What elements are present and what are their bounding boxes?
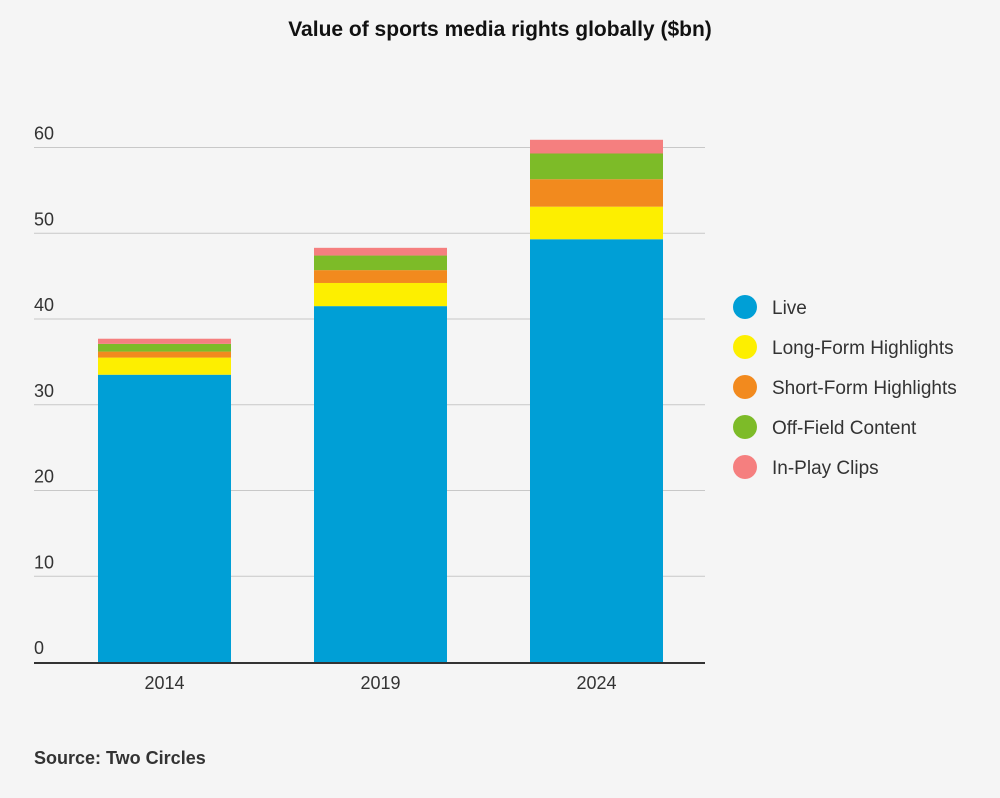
- bar-segment: [530, 153, 663, 180]
- bar-segment: [98, 343, 231, 352]
- y-tick-label: 60: [34, 124, 54, 144]
- bar-segment: [530, 206, 663, 240]
- bar-segment: [314, 282, 447, 307]
- bar-segment: [98, 374, 231, 662]
- source-note: Source: Two Circles: [34, 748, 206, 768]
- y-tick-label: 20: [34, 467, 54, 487]
- y-tick-label: 10: [34, 552, 54, 572]
- legend-swatch: [733, 455, 757, 479]
- legend-swatch: [733, 335, 757, 359]
- bar-segment: [530, 139, 663, 154]
- bar-segment: [98, 351, 231, 358]
- bar-segment: [314, 247, 447, 256]
- x-tick-label: 2024: [576, 673, 616, 693]
- y-tick-label: 40: [34, 295, 54, 315]
- chart-title: Value of sports media rights globally ($…: [288, 18, 712, 41]
- y-tick-label: 30: [34, 381, 54, 401]
- bar-segment: [98, 357, 231, 375]
- legend-swatch: [733, 415, 757, 439]
- x-tick-label: 2019: [360, 673, 400, 693]
- bar-segment: [530, 239, 663, 662]
- legend-label: Long-Form Highlights: [772, 338, 954, 359]
- legend-label: Live: [772, 298, 807, 319]
- y-tick-label: 0: [34, 638, 44, 658]
- bar-segment: [314, 255, 447, 271]
- legend-label: Short-Form Highlights: [772, 378, 957, 399]
- y-tick-label: 50: [34, 209, 54, 229]
- bar-segment: [314, 270, 447, 283]
- legend-swatch: [733, 375, 757, 399]
- bar-segment: [530, 179, 663, 207]
- legend-label: Off-Field Content: [772, 418, 917, 439]
- x-tick-label: 2014: [144, 673, 184, 693]
- legend-swatch: [733, 295, 757, 319]
- bar-segment: [98, 338, 231, 344]
- stacked-bar-chart: 0 10 20 30 40 50 60 2014 2019 2024 Live Long-Form…: [34, 124, 957, 693]
- legend-label: In-Play Clips: [772, 458, 879, 479]
- bar-segment: [314, 306, 447, 662]
